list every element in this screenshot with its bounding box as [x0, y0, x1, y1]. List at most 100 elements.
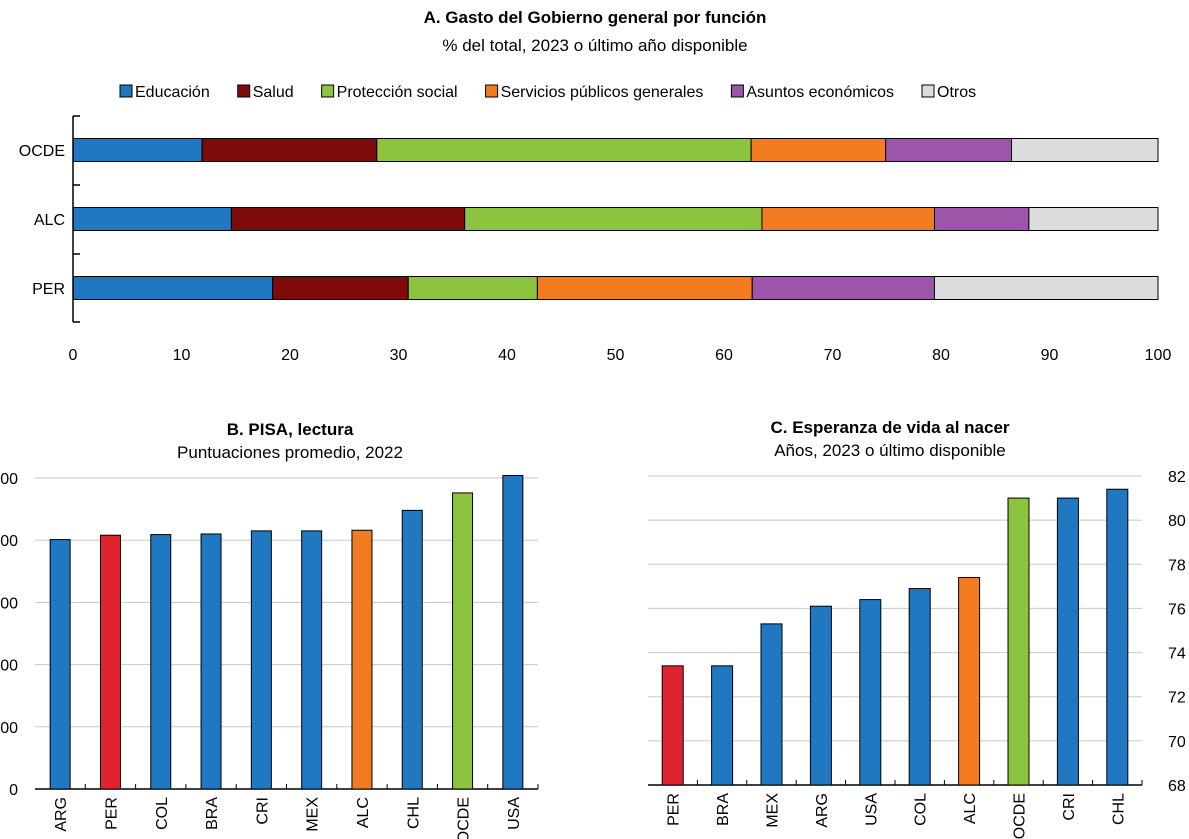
panel-a: A. Gasto del Gobierno general por funció…	[19, 8, 1172, 364]
x-tick-label-usa: USA	[863, 793, 880, 826]
y-tick-label: 500	[0, 471, 18, 488]
y-tick-label: 80	[1168, 513, 1186, 530]
x-tick-label-mex: MEX	[765, 793, 782, 828]
x-tick-label-per: PER	[103, 797, 120, 830]
panel-a-bars	[72, 138, 1159, 300]
panel-b-chart: 0 100 200 300 400 500 ARG PER COL BRA CRI MEX ALC CHL…	[0, 471, 539, 839]
legend-swatch-salud	[237, 84, 251, 98]
bar-alc	[351, 529, 373, 790]
bar-per-servicios	[536, 276, 753, 300]
x-tick-label-per: PER	[666, 793, 683, 826]
legend-label-proteccion: Protección social	[337, 84, 458, 101]
x-tick-label-chl: CHL	[1110, 793, 1127, 825]
bar-cri	[250, 530, 272, 790]
x-tick-label: 50	[607, 347, 625, 364]
y-tick-label: 0	[9, 782, 18, 799]
x-tick-label: 30	[390, 347, 408, 364]
bar-col	[908, 588, 931, 786]
bar-ocde-servicios	[750, 138, 887, 162]
bar-mex	[301, 530, 323, 790]
x-tick-label-arg: ARG	[53, 797, 70, 832]
panel-b: B. PISA, lectura Puntuaciones promedio, …	[0, 420, 539, 839]
x-tick-label-col: COL	[913, 793, 930, 826]
bar-ocde-asuntos	[885, 138, 1013, 162]
panel-c-title: C. Esperanza de vida al nacer	[770, 418, 1009, 437]
legend-swatch-educacion	[119, 84, 133, 98]
bar-per	[99, 534, 121, 790]
bar-ocde-salud	[201, 138, 378, 162]
panel-b-title: B. PISA, lectura	[227, 420, 354, 439]
panel-b-subtitle: Puntuaciones promedio, 2022	[177, 443, 403, 462]
legend-label-salud: Salud	[253, 84, 294, 101]
x-tick-label-col: COL	[154, 797, 171, 830]
panel-c-subtitle: Años, 2023 o último disponible	[774, 441, 1006, 460]
x-tick-label-arg: ARG	[814, 793, 831, 828]
bar-bra	[200, 533, 222, 790]
bar-alc-proteccion	[464, 207, 763, 231]
y-tick-label: 300	[0, 595, 18, 612]
bar-alc-asuntos	[933, 207, 1030, 231]
x-tick-label: 10	[173, 347, 191, 364]
bar-per-educacion	[72, 276, 274, 300]
x-tick-label: 60	[715, 347, 733, 364]
bar-per-salud	[272, 276, 409, 300]
legend-swatch-proteccion	[321, 84, 335, 98]
panel-c-chart: 68 70 72 74 76 78 80 82 PER BRA MEX ARG USA COL ALC OCD…	[648, 469, 1186, 839]
legend-swatch-asuntos	[730, 84, 744, 98]
bar-alc-educacion	[72, 207, 232, 231]
y-tick-label: 78	[1168, 557, 1186, 574]
x-tick-label-cri: CRI	[254, 797, 271, 825]
y-tick-label: 82	[1168, 469, 1186, 486]
y-tick-label: 100	[0, 720, 18, 737]
bar-arg	[809, 605, 832, 786]
x-tick-label: 40	[498, 347, 516, 364]
y-tick-label: 70	[1168, 734, 1186, 751]
bar-per-asuntos	[751, 276, 935, 300]
bar-ocde	[1007, 497, 1030, 786]
bar-chl	[401, 509, 423, 790]
y-tick-label-ocde: OCDE	[19, 143, 65, 160]
legend-swatch-otros	[921, 84, 935, 98]
bar-per	[661, 665, 684, 786]
y-tick-label: 400	[0, 533, 18, 550]
bar-per-otros	[933, 276, 1159, 300]
bar-ocde-educacion	[72, 138, 203, 162]
y-tick-label: 200	[0, 658, 18, 675]
panel-a-axes: OCDE ALC PER 0 10 20 30 40 50 60 70 80 90 100	[19, 115, 1172, 364]
bar-mex	[760, 623, 783, 786]
x-tick-label-bra: BRA	[715, 793, 732, 826]
x-tick-label-alc: ALC	[962, 793, 979, 824]
x-tick-label-usa: USA	[506, 797, 523, 830]
x-tick-label: 90	[1041, 347, 1059, 364]
x-tick-label-alc: ALC	[355, 797, 372, 828]
y-tick-label: 68	[1168, 778, 1186, 795]
legend-label-asuntos: Asuntos económicos	[746, 84, 894, 101]
bar-cri	[1056, 497, 1079, 786]
bar-arg	[49, 539, 71, 790]
legend-label-educacion: Educación	[135, 84, 210, 101]
x-tick-label-ocde: OCDE	[1012, 793, 1029, 839]
x-tick-label: 20	[281, 347, 299, 364]
bar-ocde-proteccion	[376, 138, 752, 162]
x-tick-label: 0	[69, 347, 78, 364]
legend-swatch-servicios	[485, 84, 499, 98]
x-tick-label-mex: MEX	[305, 797, 322, 832]
y-tick-label: 76	[1168, 601, 1186, 618]
x-tick-label: 80	[932, 347, 950, 364]
y-tick-label-alc: ALC	[34, 212, 65, 229]
bar-chl	[1106, 488, 1129, 786]
x-tick-label: 100	[1145, 347, 1172, 364]
panel-a-legend: Educación Salud Protección social Servicios…	[119, 84, 976, 101]
y-tick-label: 72	[1168, 690, 1186, 707]
legend-label-otros: Otros	[937, 84, 976, 101]
x-tick-label-ocde: OCDE	[456, 797, 473, 839]
legend-label-servicios: Servicios públicos generales	[501, 84, 704, 101]
panel-a-subtitle: % del total, 2023 o último año disponibl…	[442, 36, 747, 55]
y-tick-label: 74	[1168, 646, 1186, 663]
y-tick-label-per: PER	[32, 281, 65, 298]
bar-bra	[711, 665, 734, 786]
bar-alc-otros	[1028, 207, 1159, 231]
bar-alc-salud	[230, 207, 466, 231]
bar-usa	[859, 599, 882, 786]
